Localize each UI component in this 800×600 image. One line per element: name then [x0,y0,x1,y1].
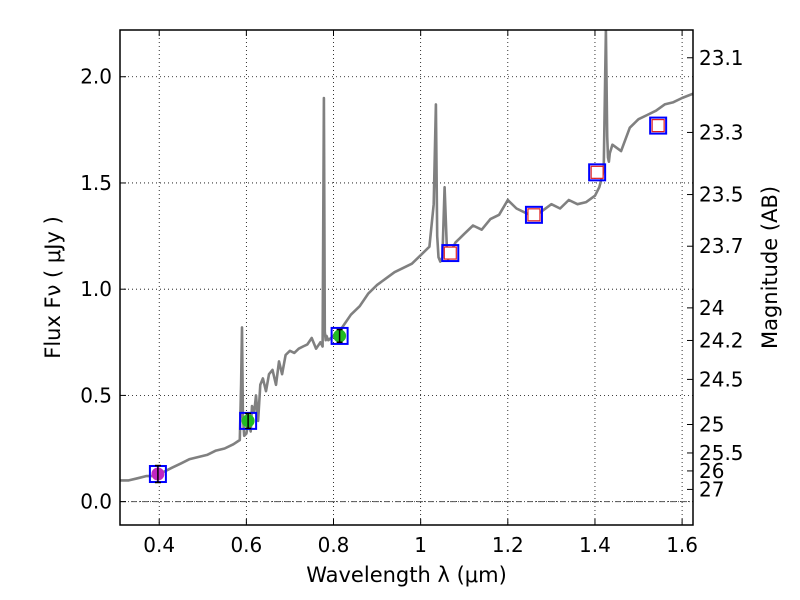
y-axis-title: Flux Fν ( μJy ) [41,216,65,359]
y-tick-label-3: 1.5 [80,171,112,195]
y-tick-label-1: 0.5 [80,383,112,407]
photometry-point-1 [239,411,258,430]
photometry-point-5 [588,163,607,182]
x-tick-label-1: 0.6 [230,533,262,557]
y-tick-label-2: 1.0 [80,277,112,301]
mag-tick-label-1: 23.3 [699,120,744,144]
mag-tick-label-4: 24 [699,296,724,320]
grid [120,30,693,525]
x-tick-label-0: 0.4 [143,533,175,557]
photometry-point-4 [524,205,543,224]
mag-tick-label-3: 23.7 [699,234,744,258]
spectrum-line [120,30,693,482]
photometry-points [148,116,668,484]
spectrum-series [120,30,693,482]
photometry-point-3 [441,244,460,263]
mag-tick-label-5: 24.2 [699,328,744,352]
mag-tick-label-10: 27 [699,477,724,501]
x-tick-label-3: 1 [414,533,427,557]
photometry-point-2 [330,326,349,345]
y-tick-label-4: 2.0 [80,65,112,89]
x-axis-ticks: 0.4 0.6 0.8 1 1.2 1.4 1.6 [143,30,698,557]
x-axis-title: Wavelength λ (μm) [306,563,507,587]
mag-tick-label-8: 25.5 [699,441,744,465]
plot-frame [119,29,694,526]
photometry-point-0 [148,464,167,484]
y-axis-ticks: 0.0 0.5 1.0 1.5 2.0 [80,65,126,514]
x-tick-label-4: 1.2 [492,533,524,557]
photometry-point-6 [649,116,668,135]
y-tick-label-0: 0.0 [80,490,112,514]
mag-tick-label-7: 25 [699,412,724,436]
x-tick-label-2: 0.8 [318,533,350,557]
x-tick-label-6: 1.6 [666,533,698,557]
x-tick-label-5: 1.4 [579,533,611,557]
magnitude-axis-title: Magnitude (AB) [758,186,782,349]
mag-tick-label-0: 23.1 [699,46,744,70]
mag-tick-label-6: 24.5 [699,367,744,391]
mag-tick-label-9: 26 [699,459,724,483]
mag-tick-label-2: 23.5 [699,183,744,207]
